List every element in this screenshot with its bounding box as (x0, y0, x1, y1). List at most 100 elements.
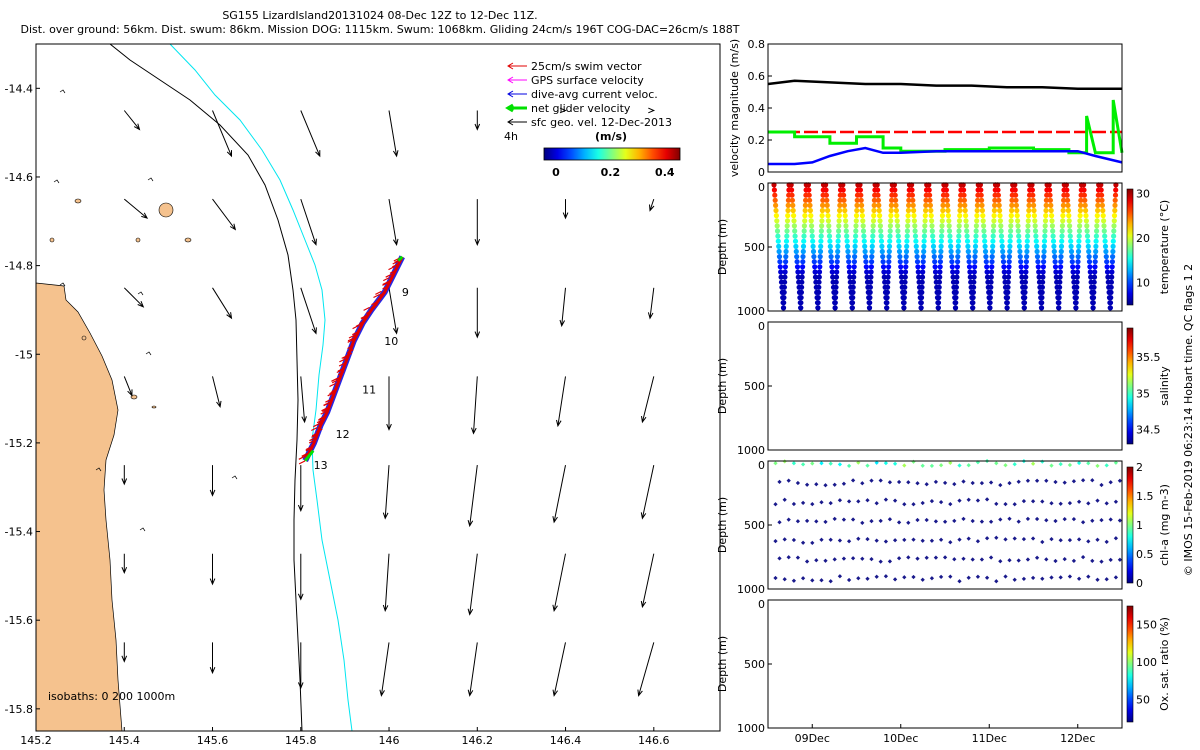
map-content: 9 10 11 12 13 (36, 44, 656, 731)
chla-sample (975, 574, 981, 579)
temperature-sample (893, 207, 900, 214)
chla-sample (994, 579, 999, 584)
temperature-sample (1007, 233, 1014, 239)
colorbar-label: salinity (1158, 366, 1171, 406)
temperature-sample (981, 233, 987, 239)
swim-vector (313, 423, 320, 428)
temperature-sample (1017, 254, 1023, 260)
temperature-sample (929, 218, 935, 224)
temperature-sample (1108, 289, 1114, 295)
colorbar-tick-label: 0 (1136, 577, 1143, 590)
chla-sample (942, 519, 948, 524)
temperature-sample (904, 238, 910, 244)
swim-vector (321, 407, 328, 412)
temperature-sample (1043, 207, 1049, 214)
chla-sample (846, 463, 852, 469)
temperature-sample (998, 223, 1004, 229)
temperature-sample (1039, 295, 1045, 301)
temperature-sample (818, 233, 824, 239)
colorbar-tick-label: 150 (1136, 619, 1157, 632)
temperature-sample (961, 192, 967, 198)
temperature-sample (1070, 269, 1076, 275)
temperature-sample (1101, 228, 1107, 234)
temperature-sample (943, 187, 950, 193)
temperature-sample (992, 197, 998, 203)
temperature-sample (1024, 248, 1030, 255)
temperature-sample (1077, 223, 1083, 229)
temperature-sample (878, 238, 885, 244)
temperature-sample (1042, 228, 1048, 234)
temperature-sample (820, 197, 826, 203)
temperature-sample (823, 182, 829, 188)
temperature-sample (1014, 213, 1020, 219)
temperature-sample (859, 207, 865, 214)
chla-sample (819, 578, 824, 583)
temperature-sample (1009, 197, 1015, 203)
legend-arrowhead (507, 90, 514, 98)
temperature-sample (945, 202, 951, 208)
temperature-sample (886, 248, 892, 255)
temperature-sample (1082, 202, 1088, 208)
temperature-sample (964, 238, 971, 244)
temperature-sample (800, 248, 806, 255)
temperature-sample (1092, 264, 1098, 270)
temperature-sample (863, 259, 869, 265)
temperature-sample (955, 254, 961, 260)
chla-sample (1076, 537, 1082, 542)
temperature-sample (947, 233, 953, 239)
chla-sample (791, 461, 797, 466)
temperature-sample (910, 202, 916, 208)
temperature-sample (961, 187, 967, 193)
chla-sample (814, 558, 819, 563)
chla-sample (911, 574, 916, 580)
temperature-sample (991, 213, 997, 219)
chla-sample (773, 575, 778, 581)
chla-sample (1003, 537, 1008, 542)
temperature-sample (1053, 269, 1059, 275)
chla-sample (791, 537, 797, 543)
temperature-sample (853, 213, 860, 219)
temperature-sample (990, 238, 996, 244)
temperature-sample (1040, 269, 1046, 275)
temperature-sample (802, 213, 808, 219)
temperature-sample (919, 289, 925, 295)
y-tick-label: 1000 (737, 305, 765, 318)
temperature-sample (1075, 254, 1081, 260)
temperature-sample (1098, 182, 1104, 188)
surface-velocity-arrow (209, 642, 216, 675)
temperature-sample (850, 279, 857, 285)
temperature-sample (1084, 223, 1090, 229)
temperature-sample (881, 274, 887, 280)
reef-outline (95, 467, 102, 472)
temperature-sample (1101, 223, 1107, 229)
profile-frame (767, 599, 1123, 729)
temperature-sample (973, 228, 979, 234)
temperature-sample (923, 207, 929, 214)
temperature-sample (1015, 228, 1021, 234)
temperature-sample (879, 248, 885, 255)
temperature-sample (939, 218, 945, 224)
temperature-sample (926, 182, 932, 188)
temperature-sample (1015, 223, 1021, 229)
temperature-sample (1059, 223, 1065, 229)
temperature-sample (984, 274, 991, 280)
temperature-sample (861, 233, 867, 239)
temperature-sample (1025, 213, 1032, 219)
surface-velocity-arrow (641, 376, 655, 424)
temperature-sample (782, 264, 789, 270)
chla-sample (1053, 479, 1058, 485)
chla-sample (828, 537, 833, 542)
temperature-sample (1090, 295, 1097, 301)
legend-label: dive-avg current veloc. (531, 88, 658, 101)
temperature-sample (828, 259, 835, 265)
surface-velocity-arrow (556, 376, 566, 428)
temperature-sample (834, 254, 841, 260)
chla-sample (1108, 517, 1113, 522)
temperature-sample (1025, 228, 1031, 234)
temperature-sample (870, 218, 877, 224)
chla-sample (1003, 501, 1008, 507)
temperature-sample (781, 284, 788, 290)
net-velocity-end (304, 449, 315, 462)
temperature-sample (1041, 259, 1047, 265)
temperature-sample (953, 295, 959, 301)
